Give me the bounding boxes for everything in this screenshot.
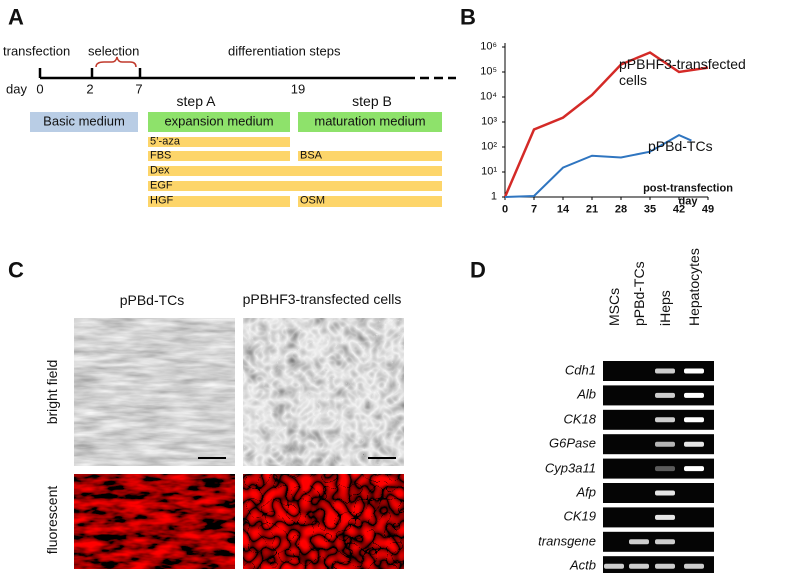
factor-label: BSA (300, 149, 323, 162)
gel-band (655, 417, 675, 423)
gene-label: CK18 (563, 411, 596, 427)
maturation-medium-box (298, 112, 442, 132)
timeline (38, 68, 456, 80)
gel (603, 361, 714, 573)
gel-band (684, 441, 704, 447)
medium-label: maturation medium (314, 113, 426, 129)
brightfield-image (74, 318, 235, 466)
step-label: step B (352, 92, 392, 109)
data-line (503, 51, 709, 198)
gene-label: Actb (569, 557, 596, 573)
gel-row (603, 458, 714, 479)
gene-label: CK19 (563, 508, 596, 524)
brightfield-image (243, 318, 404, 466)
x-tick-label: 0 (501, 203, 509, 216)
y-tick-label: 10⁴ (480, 90, 497, 103)
lane-label: Hepatocytes (686, 248, 702, 326)
x-tick-label: 35 (643, 203, 657, 216)
gel-band (655, 441, 675, 447)
gel-band (604, 563, 624, 569)
panel-label: C (8, 257, 24, 283)
y-tick-label: 1 (490, 190, 497, 203)
gel-band (655, 490, 675, 496)
gene-label: transgene (538, 533, 596, 549)
gel-band (684, 417, 704, 423)
gel-band (684, 466, 704, 472)
day-value: 19 (290, 81, 306, 97)
data-line (504, 133, 692, 198)
gel-band (684, 563, 704, 569)
x-tick-label: 28 (614, 203, 628, 216)
day-value: 0 (36, 81, 44, 97)
column-label: pPBHF3-transfected cells (242, 290, 402, 307)
lane-label: MSCs (606, 287, 622, 326)
day-value: 7 (135, 81, 143, 97)
legend-label: pPBd-TCs (648, 137, 713, 154)
panel-label: A (8, 4, 24, 30)
gene-label: G6Pase (549, 435, 596, 451)
gel-band (655, 392, 675, 398)
gene-label: Cyp3a11 (544, 460, 596, 476)
gel-band (629, 539, 649, 545)
gel-band (655, 539, 675, 545)
x-tick-label: 42 (672, 203, 686, 216)
selection-brace (95, 56, 137, 68)
gene-label: Cdh1 (564, 362, 596, 378)
y-tick-label: 10⁵ (480, 65, 497, 78)
column-label: pPBd-TCs (119, 291, 185, 308)
gene-label: Alb (577, 386, 596, 402)
factor-bars (148, 137, 442, 207)
y-tick-label: 10¹ (481, 165, 497, 178)
factor-label: 5’-aza (150, 135, 180, 148)
event-label: selection (88, 43, 140, 59)
lane-label: pPBd-TCs (631, 261, 647, 326)
y-tick-label: 10³ (481, 115, 497, 128)
factor-label: Dex (150, 164, 170, 177)
row-label: fluorescent (43, 485, 60, 555)
expansion-medium-box (148, 112, 290, 132)
step-label: step A (176, 92, 216, 109)
legend-label: pPBHF3-transfected cells (619, 55, 746, 88)
x-tick-label: 49 (701, 203, 715, 216)
panel-label: D (470, 257, 486, 283)
gel-band (655, 368, 675, 374)
gel-band (629, 563, 649, 569)
event-label: transfection (3, 43, 71, 59)
gel-band (684, 392, 704, 398)
factor-label: FBS (150, 149, 172, 162)
panel-label: B (460, 4, 476, 30)
row-label: bright field (43, 359, 60, 425)
day-value: 2 (86, 81, 94, 97)
fluorescent-image (243, 474, 404, 569)
x-axis-label: post-transfection day (643, 182, 733, 207)
basic-medium-box (30, 112, 138, 132)
x-tick-label: 21 (585, 203, 599, 216)
y-tick-label: 10⁶ (480, 40, 497, 53)
gene-label: Afp (576, 484, 596, 500)
day-label: day (6, 81, 27, 97)
factor-label: HGF (150, 194, 174, 207)
event-label: differentiation steps (228, 43, 341, 59)
factor-label: OSM (300, 194, 326, 207)
medium-label: expansion medium (164, 113, 274, 129)
x-tick-label: 7 (530, 203, 538, 216)
factor-label: EGF (150, 179, 173, 192)
gel-band (655, 466, 675, 472)
gel-band (655, 514, 675, 520)
y-tick-label: 10² (481, 140, 497, 153)
gel-band (684, 368, 704, 374)
lane-label: iHeps (657, 290, 673, 326)
medium-label: Basic medium (43, 113, 125, 129)
gel-band (655, 563, 675, 569)
chart (502, 43, 709, 200)
fluorescent-image (74, 474, 235, 569)
x-tick-label: 14 (556, 203, 570, 216)
